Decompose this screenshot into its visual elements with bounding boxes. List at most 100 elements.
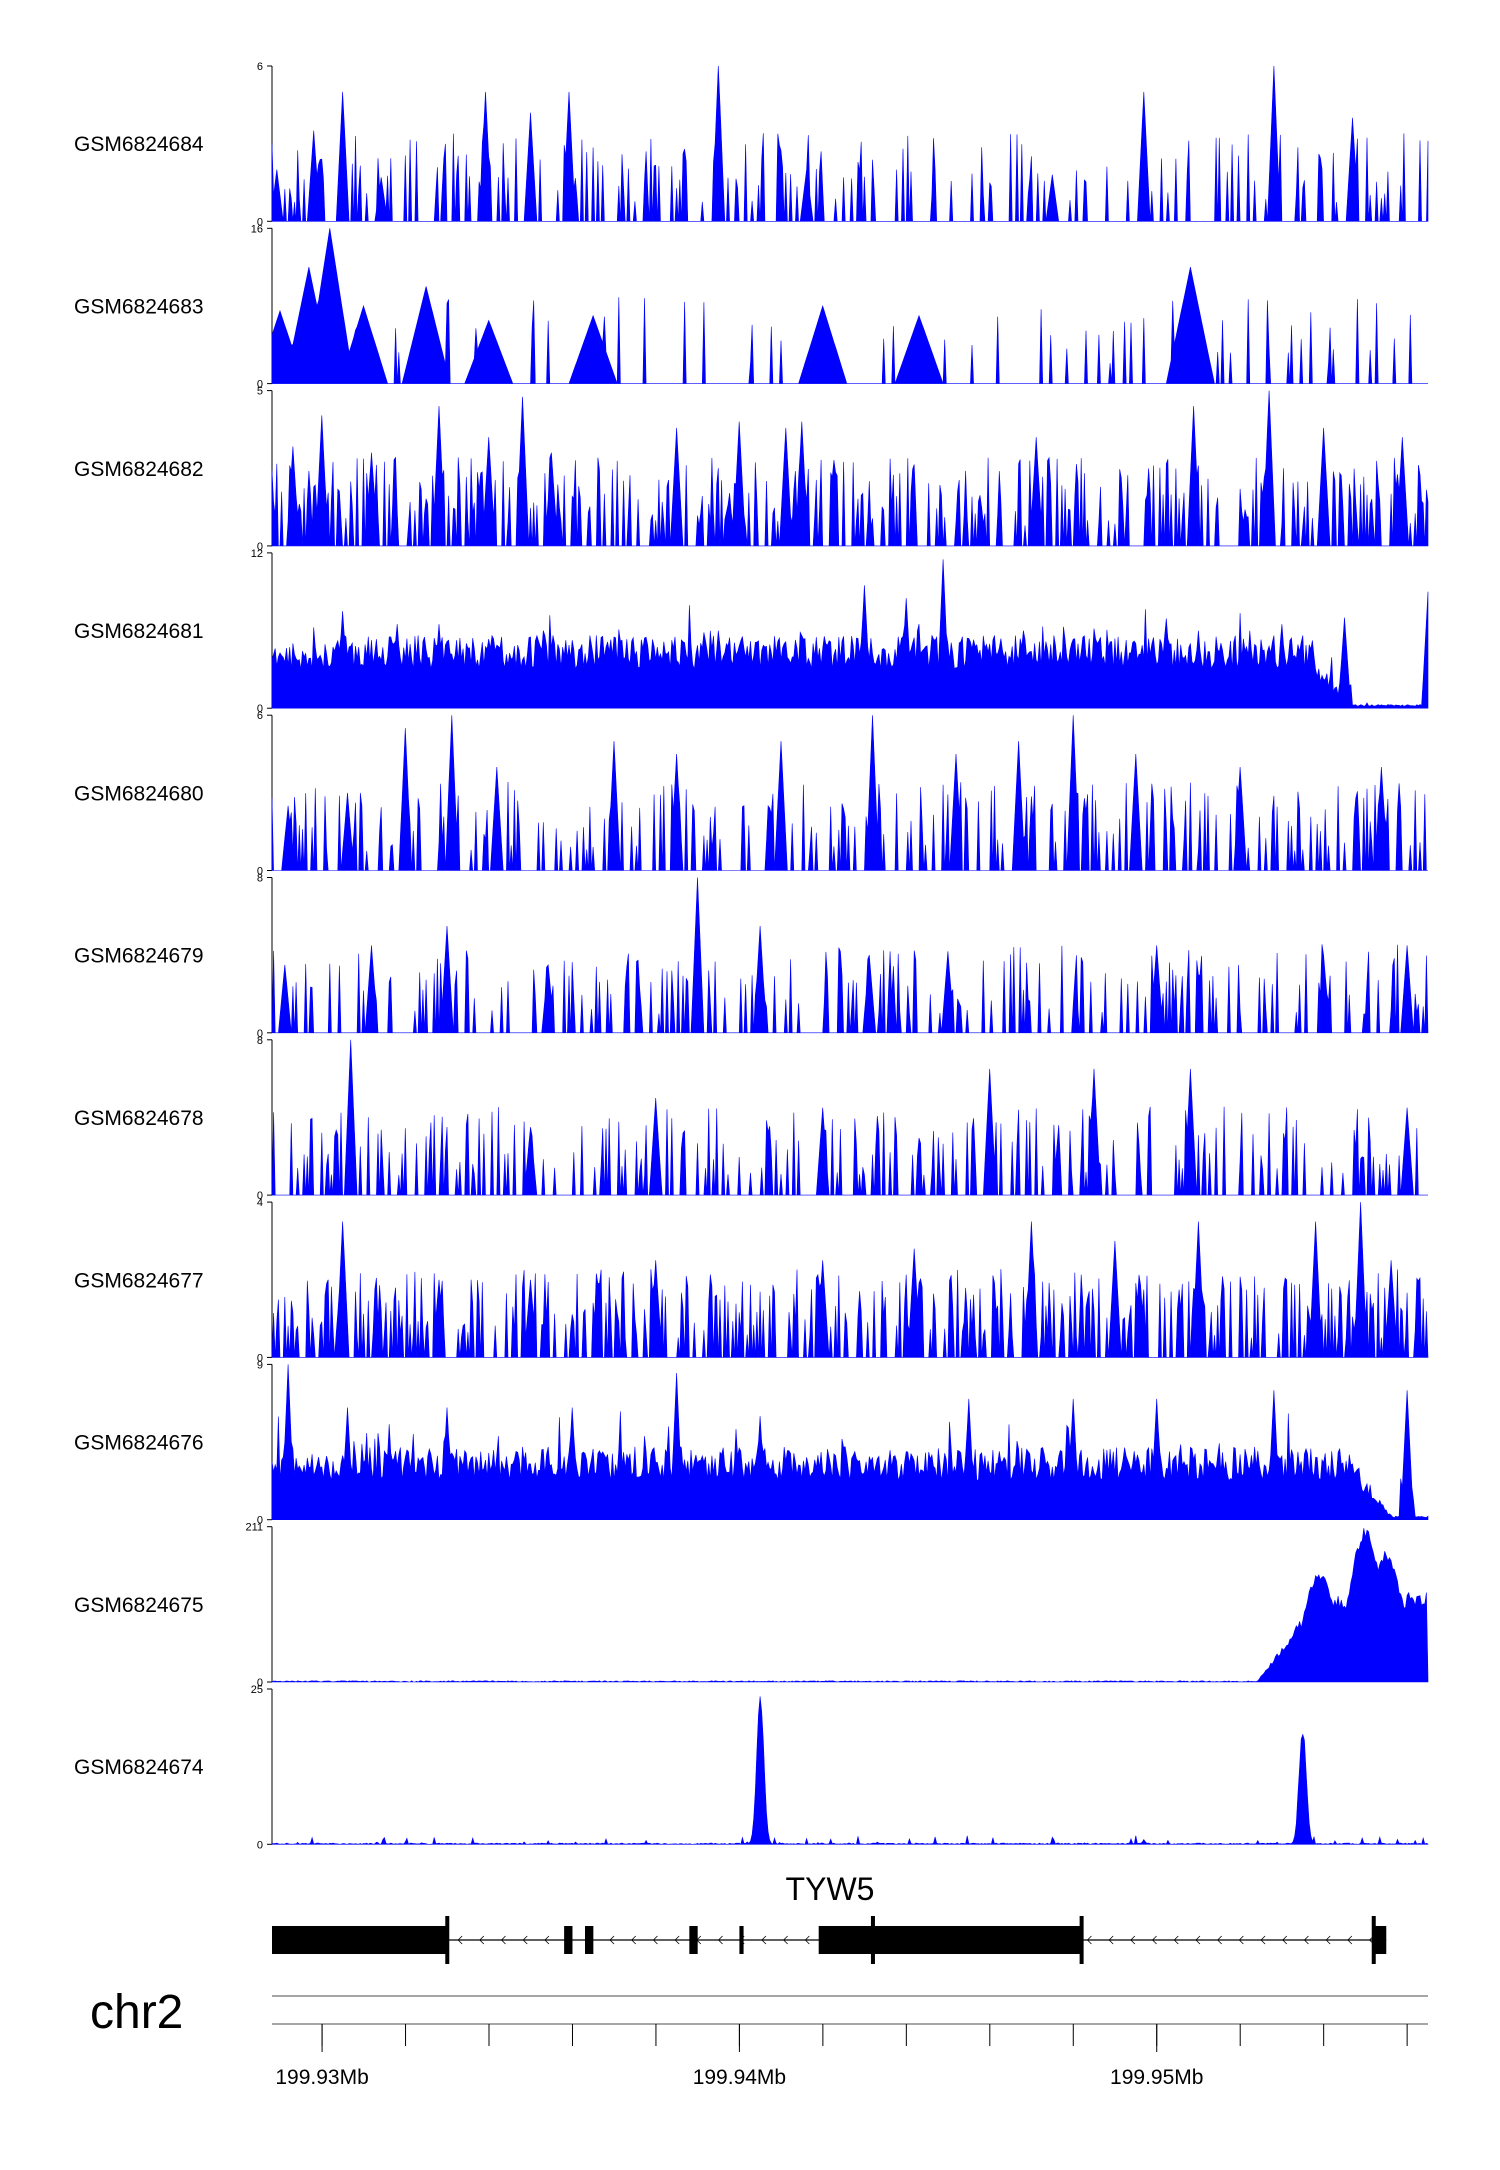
track-GSM6824675: GSM6824675 211 0	[74, 1522, 1429, 1689]
exon-boundary	[445, 1916, 450, 1964]
coverage-area	[271, 1696, 1429, 1845]
strand-chevron	[1173, 1935, 1179, 1945]
strand-chevron	[1217, 1935, 1222, 1945]
strand-chevron	[544, 1935, 550, 1945]
y-max-label: 25	[251, 1684, 263, 1696]
strand-chevron	[783, 1935, 788, 1945]
strand-chevron	[522, 1935, 528, 1945]
y-min-label: 0	[257, 1190, 263, 1202]
coverage-area	[271, 1039, 1428, 1196]
track-GSM6824684: GSM6824684 6 0	[74, 61, 1429, 228]
y-min-label: 0	[257, 1515, 263, 1527]
track-GSM6824674: GSM6824674 25 0	[74, 1684, 1429, 1851]
track-GSM6824678: GSM6824678 8 0	[74, 1035, 1428, 1202]
strand-chevron	[1151, 1935, 1157, 1945]
strand-chevron	[1108, 1935, 1114, 1945]
strand-chevron	[1260, 1935, 1266, 1945]
strand-chevron	[500, 1935, 506, 1945]
chromosome-label: chr2	[90, 1986, 183, 2039]
gene-name-label: TYW5	[786, 1871, 875, 1907]
track-label: GSM6824683	[74, 295, 204, 318]
strand-chevron	[652, 1935, 658, 1945]
strand-chevron	[1130, 1935, 1136, 1945]
strand-chevron	[1238, 1935, 1244, 1945]
genome-axis: chr2 199.93Mb 199.94Mb 199.95Mb	[90, 1986, 1428, 2089]
track-label: GSM6824679	[74, 945, 204, 968]
y-min-label: 0	[257, 703, 263, 715]
y-max-label: 16	[251, 223, 263, 235]
coverage-area	[271, 715, 1428, 871]
track-GSM6824681: GSM6824681 12 0	[74, 548, 1429, 715]
exon	[689, 1926, 698, 1954]
track-label: GSM6824676	[74, 1432, 204, 1455]
track-label: GSM6824674	[74, 1756, 204, 1779]
x-tick-label: 199.95Mb	[1110, 2066, 1203, 2089]
y-min-label: 0	[257, 1028, 263, 1040]
track-GSM6824677: GSM6824677 4 0	[74, 1197, 1429, 1364]
track-GSM6824680: GSM6824680 6 0	[74, 710, 1428, 878]
exon-boundary	[1371, 1916, 1376, 1964]
strand-chevron	[631, 1935, 637, 1945]
exon	[1373, 1926, 1387, 1954]
x-tick-label: 199.93Mb	[275, 2066, 368, 2089]
strand-chevron	[1303, 1935, 1309, 1945]
y-min-label: 0	[257, 1677, 263, 1689]
strand-chevron	[804, 1935, 810, 1945]
exon-boundary	[870, 1916, 875, 1964]
y-min-label: 0	[257, 541, 263, 553]
y-max-label: 211	[245, 1522, 263, 1534]
coverage-area	[271, 1202, 1429, 1358]
strand-chevron	[1195, 1935, 1201, 1945]
coverage-area	[271, 1364, 1429, 1520]
exon	[564, 1926, 573, 1954]
track-label: GSM6824680	[74, 782, 204, 805]
strand-chevron	[717, 1935, 723, 1945]
y-max-label: 5	[257, 386, 263, 398]
coverage-area	[271, 228, 1428, 384]
track-GSM6824682: GSM6824682 5 0	[74, 386, 1429, 553]
exon	[272, 1926, 448, 1954]
exon	[739, 1926, 744, 1954]
y-max-label: 8	[257, 873, 263, 885]
y-min-label: 0	[257, 866, 263, 878]
y-max-label: 6	[257, 710, 263, 722]
track-label: GSM6824684	[74, 133, 204, 156]
y-min-label: 0	[257, 216, 263, 228]
track-label: GSM6824678	[74, 1107, 204, 1130]
strand-chevron	[609, 1935, 615, 1945]
strand-chevron	[761, 1935, 767, 1945]
strand-chevron	[1086, 1935, 1092, 1945]
coverage-area	[270, 1528, 1429, 1683]
y-max-label: 6	[257, 61, 263, 73]
coverage-area	[271, 65, 1429, 222]
strand-chevron	[1325, 1935, 1331, 1945]
strand-chevron	[674, 1935, 680, 1945]
track-GSM6824683: GSM6824683 16 0	[74, 223, 1428, 391]
gene-model: TYW5	[272, 1871, 1387, 1964]
coverage-tracks: GSM682468460GSM6824683160GSM682468250GSM…	[74, 61, 1429, 1851]
y-max-label: 9	[257, 1359, 263, 1371]
strand-chevron	[1347, 1935, 1353, 1945]
coverage-area	[271, 390, 1429, 547]
coverage-area	[271, 877, 1429, 1034]
track-GSM6824676: GSM6824676 9 0	[74, 1359, 1429, 1527]
track-label: GSM6824682	[74, 458, 204, 481]
track-label: GSM6824675	[74, 1594, 204, 1617]
x-tick-label: 199.94Mb	[693, 2066, 786, 2089]
exon	[584, 1926, 594, 1954]
y-max-label: 12	[251, 548, 263, 560]
coverage-area	[271, 559, 1429, 709]
strand-chevron	[479, 1935, 485, 1945]
y-min-label: 0	[257, 379, 263, 391]
y-min-label: 0	[257, 1839, 263, 1851]
y-max-label: 4	[257, 1197, 263, 1209]
strand-chevron	[457, 1935, 463, 1945]
strand-chevron	[1282, 1935, 1288, 1945]
exon	[818, 1926, 1082, 1954]
track-label: GSM6824677	[74, 1269, 204, 1292]
track-GSM6824679: GSM6824679 8 0	[74, 873, 1429, 1040]
exon-boundary	[1079, 1916, 1084, 1964]
track-label: GSM6824681	[74, 620, 204, 643]
y-min-label: 0	[257, 1352, 263, 1364]
